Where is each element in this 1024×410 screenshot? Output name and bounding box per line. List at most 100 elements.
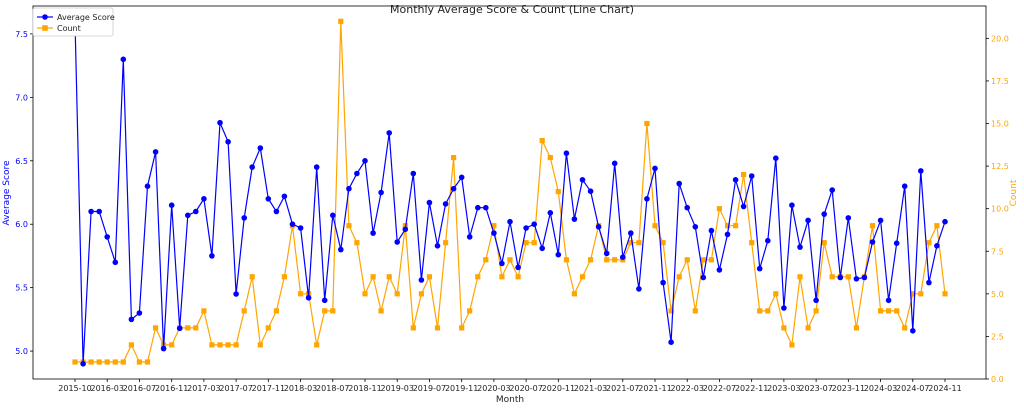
x-tick-label: 2016-11 (155, 384, 188, 393)
count-point (378, 308, 384, 314)
score-point (732, 177, 739, 183)
score-point (571, 216, 578, 222)
score-point (354, 170, 360, 177)
score-point (249, 164, 255, 170)
count-point (845, 274, 851, 280)
x-tick-label: 2024-11 (928, 384, 961, 393)
score-point (869, 239, 876, 245)
score-point (515, 264, 521, 271)
count-point (676, 274, 682, 280)
legend-label-count: Count (57, 24, 81, 33)
score-point (418, 277, 425, 283)
score-point (136, 310, 143, 316)
x-tick-label: 2021-11 (638, 384, 671, 393)
score-point (225, 139, 231, 145)
count-point (692, 308, 698, 314)
count-point (370, 274, 376, 280)
count-point (829, 274, 835, 280)
count-point (201, 308, 207, 314)
score-point (620, 254, 626, 260)
x-tick-label: 2020-03 (477, 384, 510, 393)
score-point (88, 208, 94, 215)
count-point (894, 308, 900, 314)
score-point (193, 208, 199, 215)
score-point (805, 217, 811, 224)
count-point (571, 291, 577, 297)
y-left-tick-label: 7.5 (15, 30, 28, 39)
score-point (144, 183, 151, 189)
score-point (531, 221, 537, 227)
score-point (201, 196, 207, 202)
x-tick-label: 2019-11 (445, 384, 478, 393)
x-tick-label: 2023-07 (799, 384, 832, 393)
score-point (458, 174, 465, 181)
x-tick-label: 2018-11 (348, 384, 381, 393)
count-point (797, 274, 803, 280)
count-point (322, 308, 328, 314)
score-point (748, 173, 755, 179)
count-point (749, 240, 755, 246)
x-tick-label: 2017-07 (219, 384, 252, 393)
chart-title: Monthly Average Score & Count (Line Char… (390, 3, 634, 16)
score-point (708, 227, 715, 234)
x-tick-label: 2017-11 (252, 384, 285, 393)
count-point (886, 308, 892, 314)
x-tick-label: 2021-03 (574, 384, 607, 393)
count-point (386, 274, 392, 280)
score-point (152, 149, 159, 155)
score-point (313, 164, 320, 170)
score-point (821, 211, 827, 217)
count-point (869, 223, 876, 229)
count-point (708, 257, 714, 263)
score-point (877, 217, 884, 224)
score-point (507, 218, 513, 225)
score-point (781, 305, 787, 311)
score-point (241, 215, 247, 221)
score-point (595, 224, 602, 230)
legend-marker-count (42, 25, 48, 31)
score-point (338, 246, 344, 253)
score-point (934, 243, 940, 249)
y-right-tick-label: 12.5 (991, 162, 1009, 171)
score-point (233, 291, 239, 297)
x-tick-label: 2018-07 (316, 384, 349, 393)
count-point (330, 308, 336, 314)
score-point (893, 240, 900, 246)
count-point (249, 274, 255, 280)
count-point (604, 257, 610, 263)
score-point (716, 267, 723, 273)
score-point (330, 212, 336, 219)
count-point (459, 325, 465, 331)
count-point (724, 223, 731, 229)
score-point (740, 203, 747, 210)
count-point (443, 240, 449, 246)
score-point (539, 245, 545, 252)
y-right-tick-label: 17.5 (991, 77, 1009, 86)
x-tick-label: 2016-07 (123, 384, 156, 393)
count-point (209, 342, 215, 348)
score-point (297, 225, 304, 231)
x-tick-label: 2023-03 (767, 384, 800, 393)
x-tick-label: 2022-11 (735, 384, 768, 393)
y-left-tick-label: 5.5 (15, 284, 28, 293)
score-point (426, 199, 433, 206)
x-tick-label: 2015-10 (58, 384, 91, 393)
score-point (104, 234, 110, 240)
score-point (579, 177, 586, 183)
plot-frame (32, 5, 987, 380)
count-point (475, 274, 481, 280)
score-point (450, 185, 457, 192)
x-tick-label: 2023-11 (832, 384, 865, 393)
score-point (378, 189, 384, 196)
count-point (588, 257, 594, 263)
score-point (80, 361, 86, 367)
count-point (789, 342, 795, 348)
count-point (926, 240, 932, 246)
y-axis-right-label: Count (1009, 179, 1019, 206)
count-point (354, 240, 360, 246)
x-tick-label: 2022-03 (671, 384, 704, 393)
count-point (579, 274, 586, 280)
count-point (902, 325, 908, 331)
legend-label-score: Average Score (57, 13, 115, 22)
score-point (547, 210, 554, 216)
